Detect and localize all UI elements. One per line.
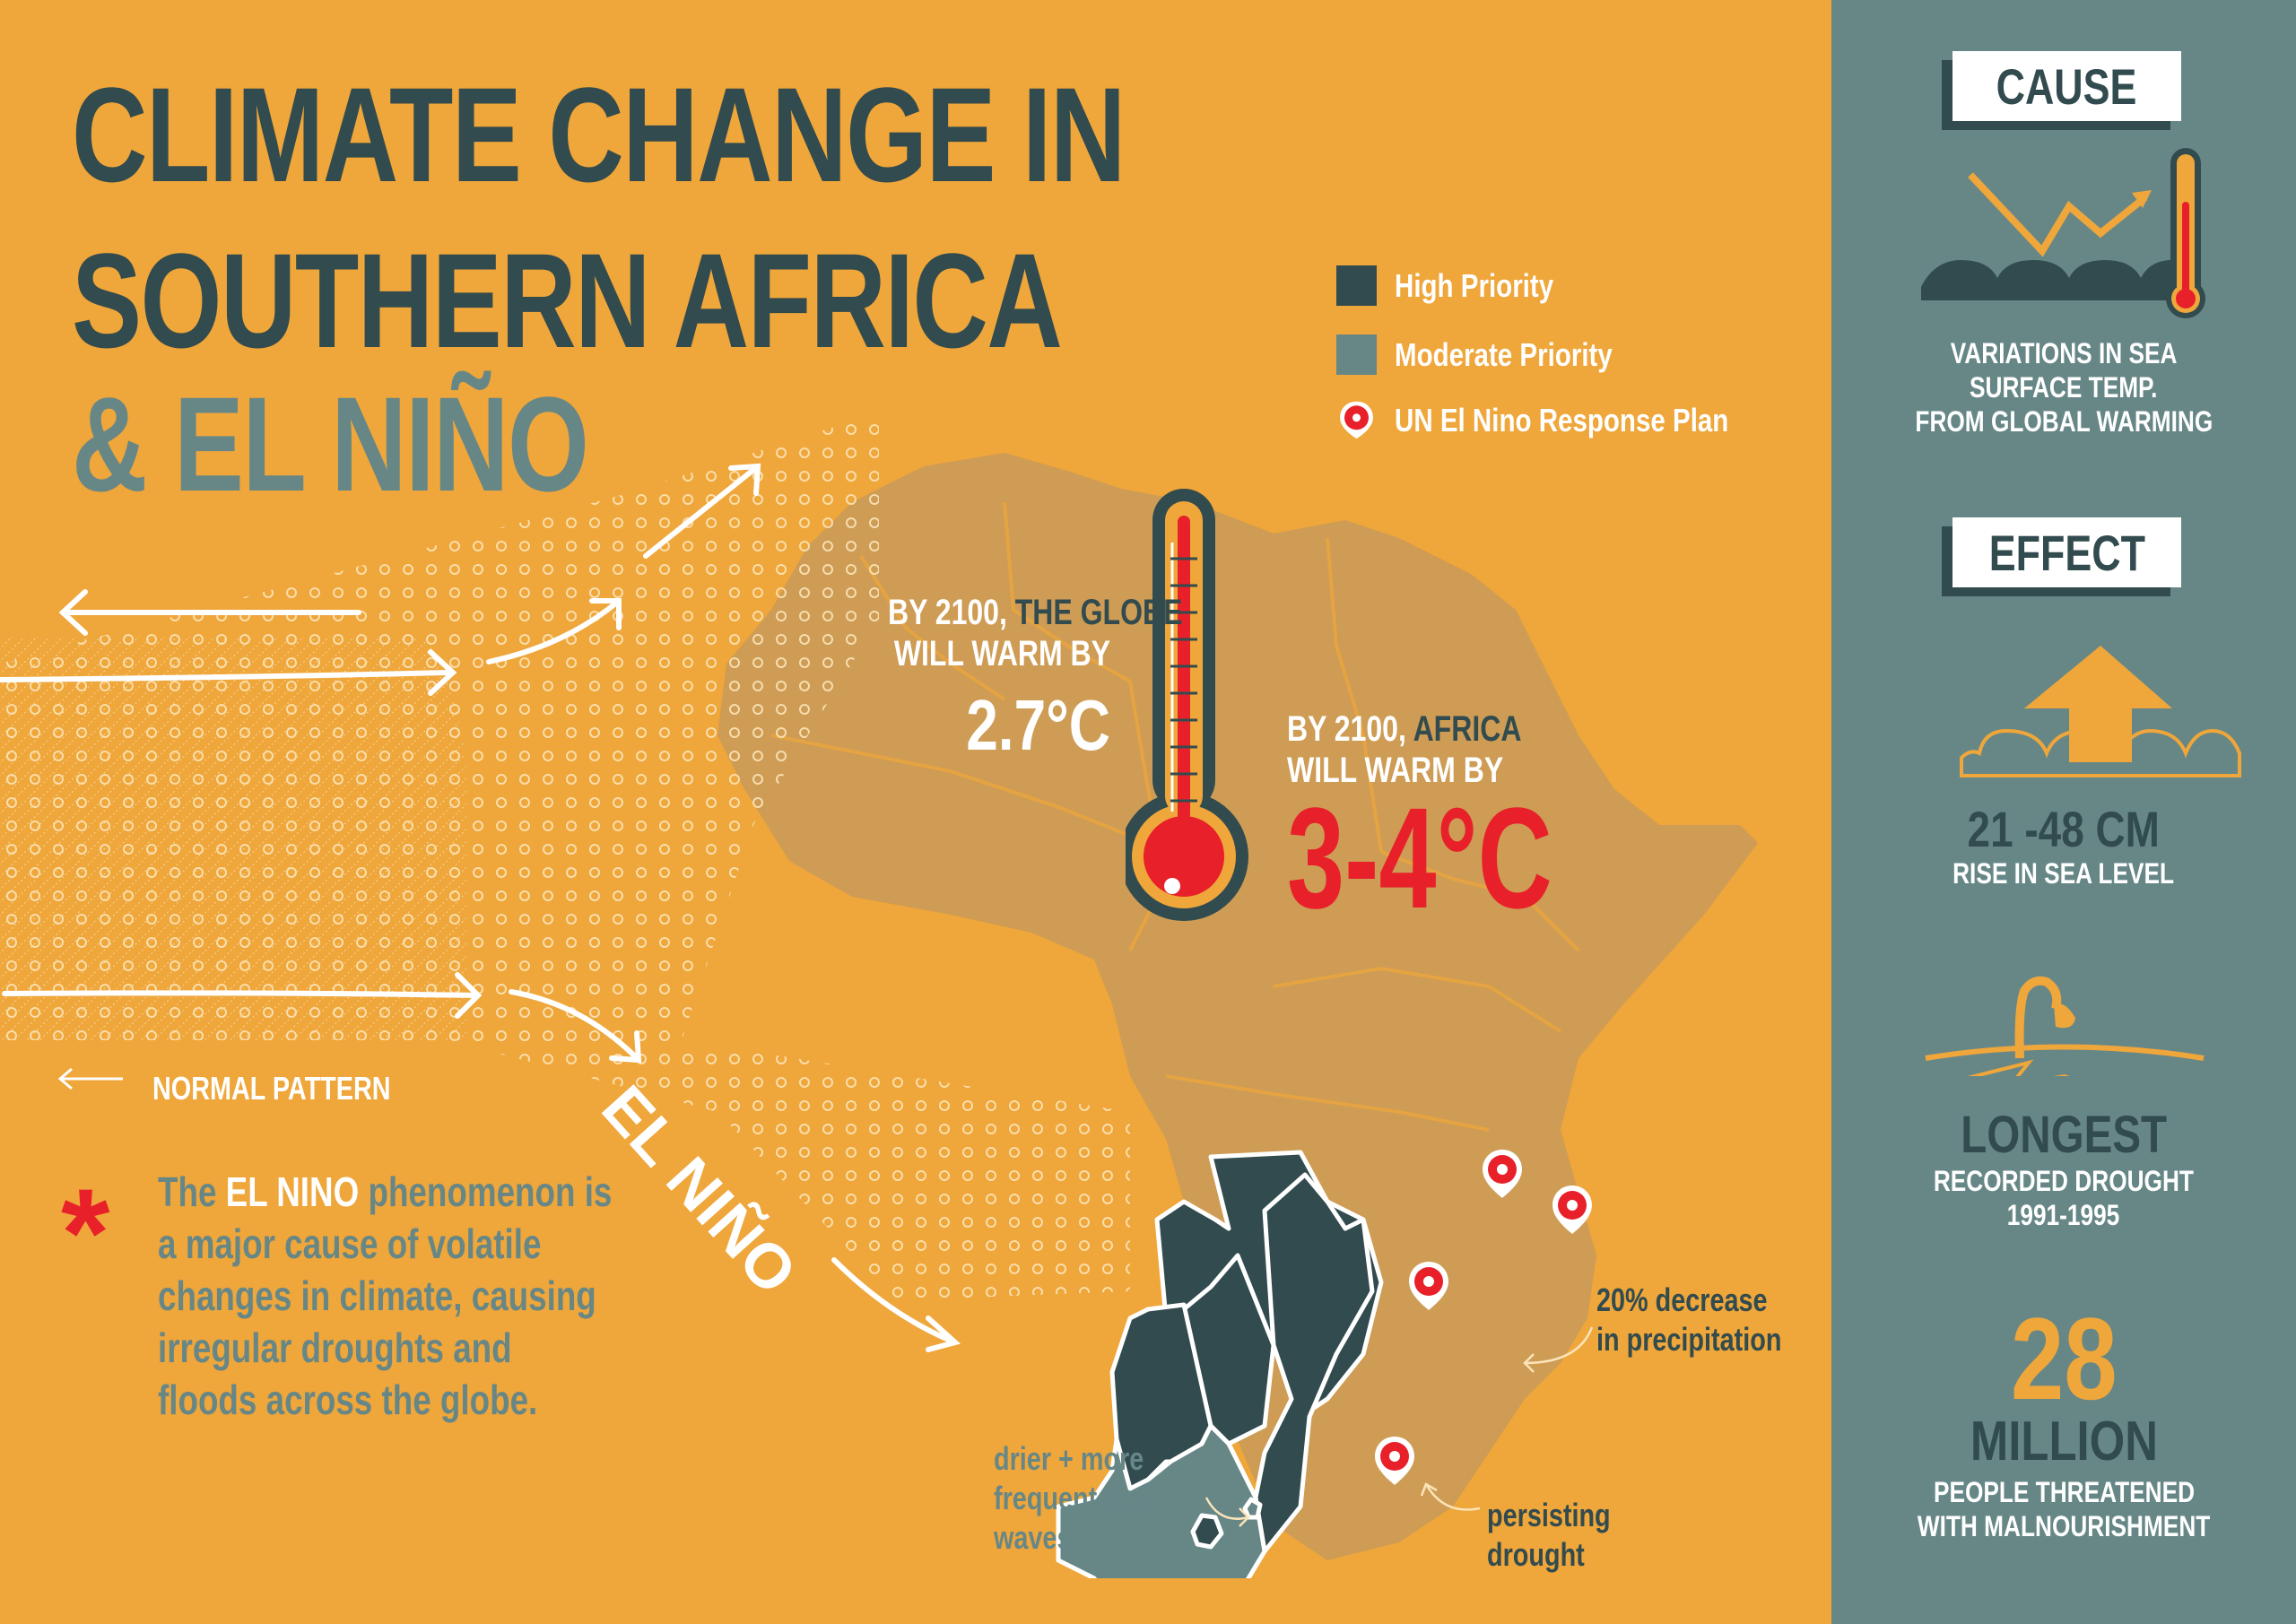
people-text: PEOPLE THREATENED WITH MALNOURISHMENT	[1831, 1475, 2296, 1543]
drought-line: 1991-1995	[2007, 1199, 2120, 1231]
africa-line2: WILL WARM BY	[1287, 751, 1504, 790]
drought-plant-icon	[1925, 976, 2205, 1076]
africa-prefix: BY 2100,	[1287, 709, 1406, 749]
title-line-2: SOUTHERN AFRICA	[72, 225, 1063, 376]
people-line: WITH MALNOURISHMENT	[1917, 1510, 2211, 1542]
heat-line3: waves	[994, 1519, 1072, 1556]
drought-line2: drought	[1487, 1536, 1585, 1573]
note-text: phenomenon is	[368, 1168, 613, 1215]
map-pin-icon	[1483, 1150, 1522, 1198]
map-pin-icon	[1375, 1437, 1414, 1485]
cause-description: VARIATIONS IN SEA SURFACE TEMP. FROM GLO…	[1831, 336, 2296, 439]
legend-moderate-priority: Moderate Priority	[1336, 334, 1660, 375]
legend-label: High Priority	[1395, 266, 1554, 304]
people-line: PEOPLE THREATENED	[1933, 1476, 2195, 1508]
drought-value-text: LONGEST	[1961, 1106, 2167, 1164]
cause-line: FROM GLOBAL WARMING	[1915, 405, 2213, 438]
note-line: floods across the globe.	[158, 1376, 538, 1423]
precipitation-line2: in precipitation	[1596, 1321, 1782, 1358]
heat-line2: frequent heat	[994, 1480, 1158, 1516]
heat-line1: drier + more	[994, 1440, 1144, 1477]
precipitation-line1: 20% decrease	[1596, 1281, 1768, 1318]
people-value-text: 28	[2010, 1293, 2118, 1424]
cause-effect-sidebar: CAUSE VARIATIONS IN SEA SURFACE TEMP. FR…	[1831, 0, 2296, 1624]
map-pin-icon	[1340, 401, 1373, 439]
cause-line: VARIATIONS IN SEA	[1950, 337, 2178, 369]
high-priority-swatch-icon	[1336, 265, 1377, 306]
legend-label: UN El Nino Response Plan	[1395, 401, 1729, 439]
people-unit: MILLION	[1831, 1412, 2296, 1472]
globe-highlight: THE GLOBE	[1014, 593, 1183, 632]
drought-text: RECORDED DROUGHT 1991-1995	[1831, 1164, 2296, 1232]
sea-level-text: RISE IN SEA LEVEL	[1831, 856, 2296, 890]
people-unit-text: MILLION	[1970, 1411, 2158, 1472]
ocean-dot-pattern	[0, 413, 1130, 1300]
map-pin-icon	[1552, 1185, 1592, 1234]
globe-line2: WILL WARM BY	[893, 634, 1110, 673]
note-highlight: EL NINO	[225, 1168, 360, 1215]
map-pin-icon	[1409, 1262, 1448, 1310]
sea-level-value: 21 -48 CM	[1831, 803, 2296, 856]
current-arrows	[0, 463, 961, 1352]
drought-line1: persisting	[1487, 1497, 1611, 1533]
sea-level-rise-icon	[1960, 646, 2241, 777]
heat-waves-annotation: drier + more frequent heat waves	[994, 1439, 1157, 1558]
moderate-priority-swatch-icon	[1336, 334, 1377, 375]
drought-line: RECORDED DROUGHT	[1933, 1165, 2195, 1197]
sea-level-text-label: RISE IN SEA LEVEL	[1952, 857, 2175, 890]
cause-label: CAUSE	[1996, 57, 2137, 115]
drought-value: LONGEST	[1831, 1107, 2296, 1163]
africa-warming-block: BY 2100, AFRICA WILL WARM BY 3-4°C	[1287, 708, 1656, 938]
effect-label: EFFECT	[1988, 524, 2145, 581]
globe-prefix: BY 2100,	[888, 593, 1007, 632]
people-value: 28	[1831, 1300, 2296, 1417]
precipitation-annotation: 20% decrease in precipitation	[1596, 1281, 1781, 1359]
africa-map	[718, 453, 1758, 1560]
el-nino-note: The EL NINO phenomenon is a major cause …	[158, 1166, 612, 1426]
cause-line: SURFACE TEMP.	[1970, 371, 2158, 404]
legend-un-response-plan: UN El Nino Response Plan	[1336, 400, 1802, 440]
thermometer-icon	[1126, 489, 1248, 921]
note-line: changes in climate, causing	[158, 1272, 596, 1319]
title-line-3: & EL NIÑO	[72, 369, 589, 519]
title-line-1: CLIMATE CHANGE IN	[72, 59, 1126, 210]
asterisk-icon: *	[61, 1162, 110, 1303]
legend-label: Moderate Priority	[1395, 335, 1613, 373]
note-line: irregular droughts and	[158, 1324, 512, 1371]
drought-annotation: persisting drought	[1487, 1496, 1611, 1575]
africa-value: 3-4°C	[1287, 777, 1552, 938]
africa-highlight: AFRICA	[1413, 709, 1522, 749]
globe-warming-block: BY 2100, THE GLOBE WILL WARM BY 2.7°C	[832, 592, 1182, 766]
normal-pattern-label: NORMAL PATTERN	[152, 1070, 391, 1107]
southern-africa-map	[1056, 1150, 1384, 1578]
legend-high-priority: High Priority	[1336, 265, 1588, 306]
sea-temperature-icon	[1921, 148, 2205, 318]
sea-level-value-text: 21 -48 CM	[1967, 801, 2161, 857]
note-line: a major cause of volatile	[158, 1220, 542, 1267]
normal-pattern-arrow-icon	[56, 1065, 127, 1097]
main-panel: CLIMATE CHANGE IN SOUTHERN AFRICA & EL N…	[0, 59, 1802, 1578]
note-text: The	[158, 1168, 217, 1215]
globe-value: 2.7°C	[966, 685, 1110, 765]
